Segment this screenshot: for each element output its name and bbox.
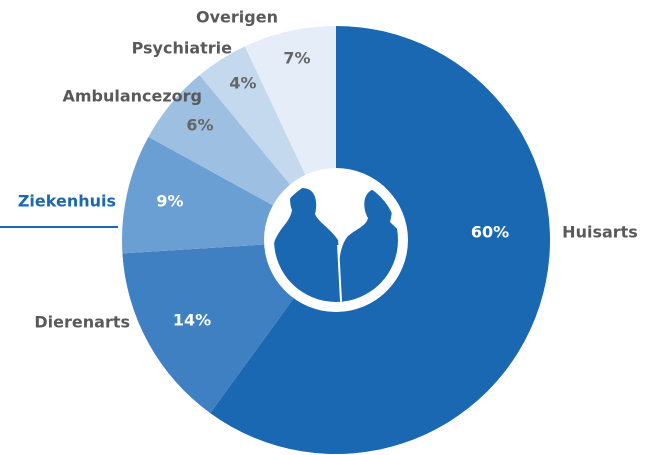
- category-label: Ambulancezorg: [62, 87, 202, 106]
- value-label: 9%: [156, 192, 183, 211]
- slice: [244, 26, 336, 181]
- value-label: 60%: [471, 223, 509, 242]
- center-illustration: [264, 168, 408, 312]
- slices: [122, 26, 550, 455]
- category-label: Ziekenhuis: [18, 192, 116, 211]
- slice: [122, 244, 298, 414]
- slice: [148, 75, 294, 209]
- slice: [199, 46, 308, 190]
- slice: [210, 26, 550, 455]
- slice: [122, 136, 279, 254]
- value-label: 4%: [229, 74, 256, 93]
- value-label: 6%: [186, 116, 213, 135]
- value-label: 7%: [283, 49, 310, 68]
- category-label: Dierenarts: [34, 313, 130, 332]
- category-label: Huisarts: [562, 223, 638, 242]
- category-label: Overigen: [196, 8, 278, 27]
- value-label: 14%: [173, 311, 211, 330]
- category-label: Psychiatrie: [132, 39, 233, 58]
